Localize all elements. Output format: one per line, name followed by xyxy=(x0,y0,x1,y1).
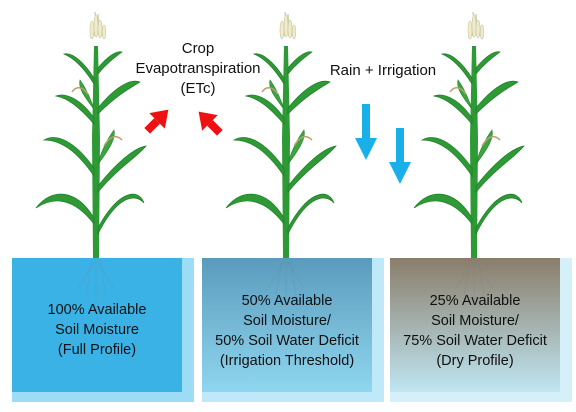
profile-2-line-4: (Irrigation Threshold) xyxy=(219,353,355,369)
soil-profile-1 xyxy=(12,258,194,402)
profile-3-label: 25% Available Soil Moisture/ 75% Soil Wa… xyxy=(386,291,564,371)
profile-3-line-4: (Dry Profile) xyxy=(436,353,514,369)
soil-profile-2 xyxy=(202,258,384,402)
profile-3-line-2: Soil Moisture/ xyxy=(431,313,519,329)
profile-2-line-3: 50% Soil Water Deficit xyxy=(215,333,359,349)
profile-2-line-1: 50% Available xyxy=(241,293,333,309)
profile-3-line-3: 75% Soil Water Deficit xyxy=(403,333,547,349)
profile-1-line-2: Soil Moisture xyxy=(55,322,139,338)
evaporation-arrow-2 xyxy=(198,111,223,136)
rain-arrow-1 xyxy=(355,104,377,160)
etc-label-line-2: Evapotranspiration xyxy=(135,60,261,77)
profile-2-line-2: Soil Moisture/ xyxy=(243,313,331,329)
etc-label: Crop Evapotranspiration (ETc) xyxy=(118,39,278,99)
profile-1-line-1: 100% Available xyxy=(47,302,147,318)
evaporation-arrow-1 xyxy=(144,109,169,134)
soil-profile-3 xyxy=(390,258,572,402)
profile-1-line-3: (Full Profile) xyxy=(57,342,137,358)
rain-irrigation-label: Rain + Irrigation xyxy=(329,62,437,79)
root-zones xyxy=(77,258,493,300)
corn-plant-3 xyxy=(413,11,525,259)
profile-3-line-1: 25% Available xyxy=(429,293,521,309)
profile-1-label: 100% Available Soil Moisture (Full Profi… xyxy=(12,300,182,360)
rain-arrow-2 xyxy=(389,128,411,184)
profile-2-label: 50% Available Soil Moisture/ 50% Soil Wa… xyxy=(198,291,376,371)
etc-label-line-1: Crop xyxy=(181,40,215,57)
etc-label-line-3: (ETc) xyxy=(180,80,216,97)
